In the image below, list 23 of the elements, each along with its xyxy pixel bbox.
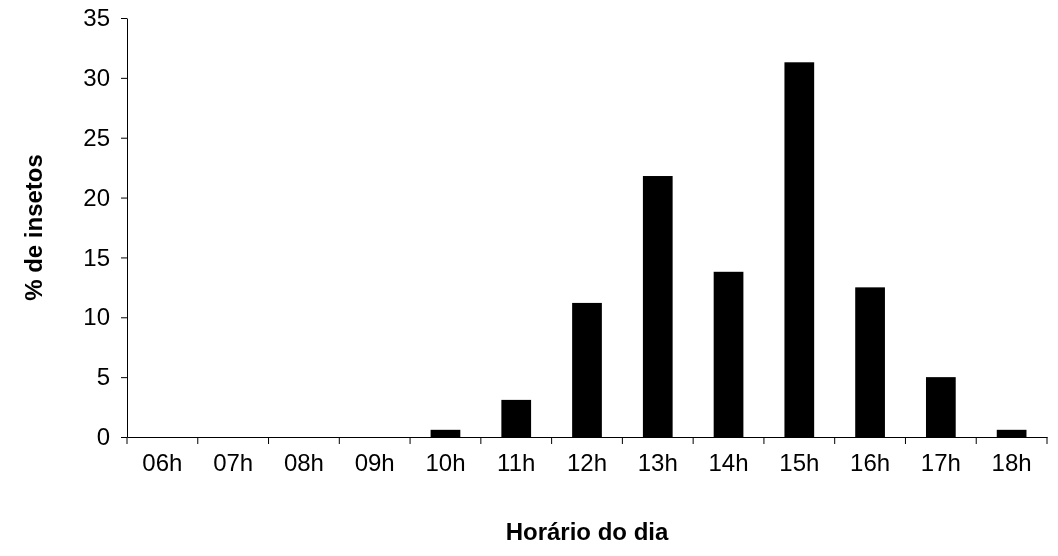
y-tick-label: 0	[96, 423, 110, 451]
x-tick-label: 08h	[283, 449, 324, 477]
x-tick-label: 07h	[213, 449, 254, 477]
y-tick-label: 35	[83, 4, 110, 32]
x-tick-label: 18h	[991, 449, 1032, 477]
x-tick-label: 17h	[920, 449, 961, 477]
x-tick-label: 09h	[354, 449, 395, 477]
x-tick-label: 11h	[497, 449, 536, 477]
x-tick-label: 13h	[637, 449, 678, 477]
y-tick-label: 30	[83, 64, 110, 92]
y-tick-label: 15	[83, 243, 110, 271]
x-tick-label: 12h	[566, 449, 608, 477]
x-tick-label: 14h	[708, 449, 749, 477]
y-tick-label: 20	[83, 183, 110, 211]
y-tick-label: 25	[83, 123, 110, 151]
x-tick-label: 15h	[779, 449, 820, 477]
x-tick-label: 10h	[425, 449, 466, 477]
y-tick-label: 10	[83, 303, 110, 331]
x-axis-title: Horário do dia	[505, 518, 669, 545]
x-tick-label: 06h	[142, 449, 183, 477]
y-axis-title: % de insetos	[20, 154, 47, 301]
x-tick-label: 16h	[850, 449, 891, 477]
y-tick-label: 5	[96, 363, 110, 391]
